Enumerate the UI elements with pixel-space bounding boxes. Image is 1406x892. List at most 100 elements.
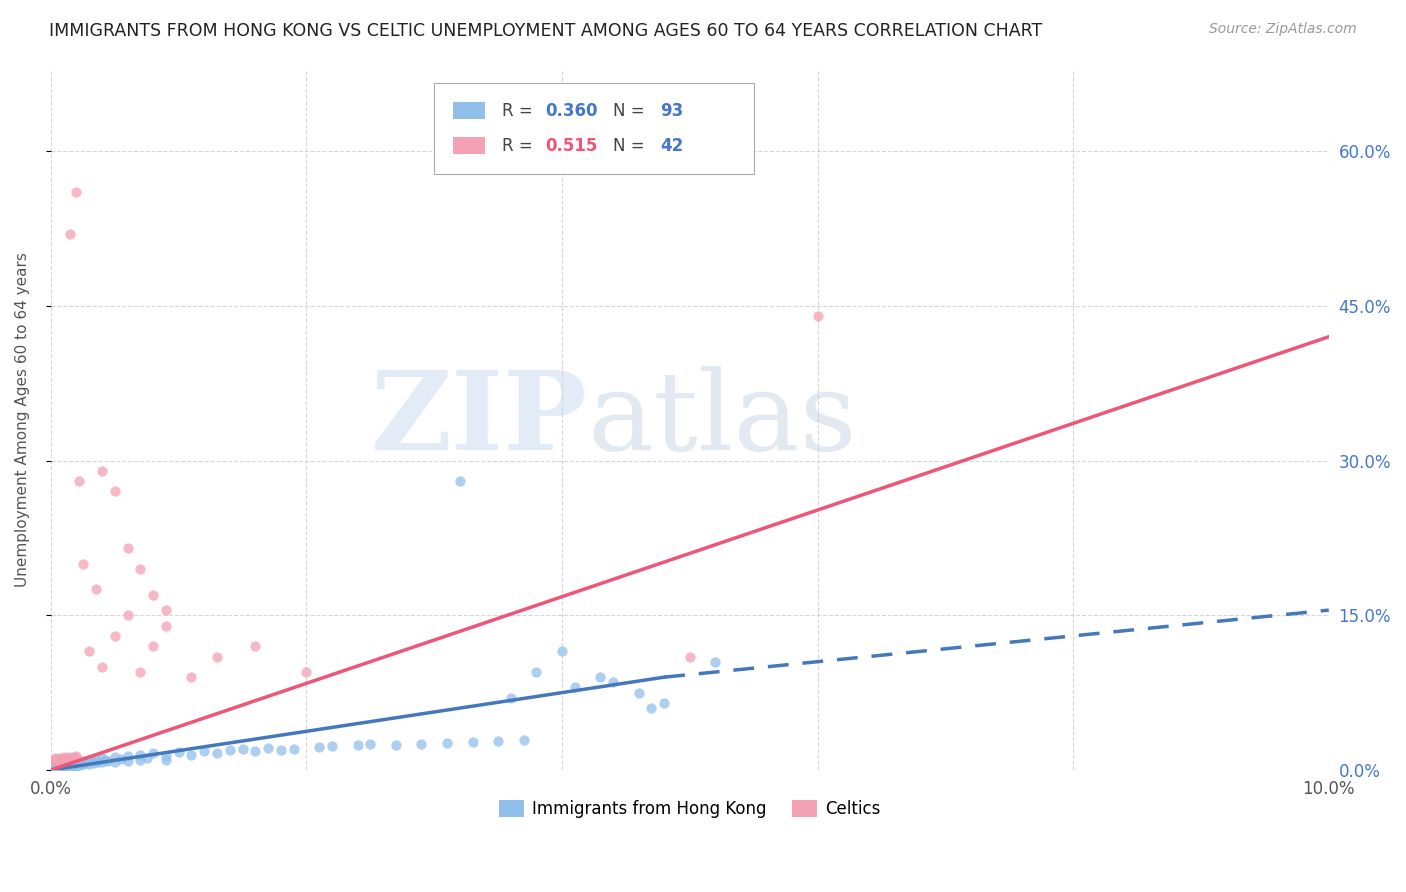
Point (44, 755, 66, 769)
Point (52, 754, 75, 768)
Point (205, 649, 228, 664)
Text: N =: N = (613, 136, 650, 154)
Point (218, 743, 240, 757)
Point (180, 747, 202, 762)
Point (77, 644, 100, 658)
Point (83, 756, 105, 770)
Point (627, 685, 650, 699)
Point (59, 750, 82, 764)
Point (62, 755, 84, 769)
Point (80, 754, 103, 768)
Point (42, 753, 65, 767)
Point (155, 753, 177, 767)
Point (295, 665, 318, 679)
Point (52, 749, 75, 764)
Point (52, 760, 75, 774)
Point (60, 759, 83, 773)
Point (48, 759, 70, 773)
Point (551, 644, 574, 658)
Point (270, 743, 292, 757)
Point (48, 756, 70, 771)
Point (652, 696, 675, 710)
Point (49, 757, 72, 772)
Point (308, 740, 330, 755)
Point (45, 756, 67, 771)
Point (104, 755, 127, 769)
Point (436, 736, 458, 750)
Point (129, 665, 152, 679)
Point (807, 309, 830, 323)
Point (60, 756, 83, 770)
Text: N =: N = (613, 102, 650, 120)
Point (55, 750, 77, 764)
Point (142, 639, 165, 653)
Point (155, 748, 177, 763)
Point (56, 752, 79, 766)
Point (180, 670, 202, 684)
Point (72, 756, 94, 771)
Legend: Immigrants from Hong Kong, Celtics: Immigrants from Hong Kong, Celtics (492, 793, 887, 825)
Text: 0.360: 0.360 (546, 102, 598, 120)
Point (117, 608, 139, 623)
Point (48, 753, 70, 767)
Point (117, 748, 139, 763)
Point (67, 755, 90, 769)
Point (49, 750, 72, 764)
Point (193, 744, 215, 758)
Point (63, 756, 86, 771)
Point (44, 750, 66, 764)
Point (60, 753, 83, 767)
Point (49, 752, 72, 766)
Point (49, 756, 72, 770)
Point (257, 741, 280, 756)
Point (65, 748, 87, 763)
Point (84, 582, 107, 597)
Point (46, 760, 69, 774)
Point (58, 749, 80, 764)
Point (486, 734, 509, 748)
Point (231, 742, 253, 756)
Point (51, 756, 73, 771)
Point (46, 757, 69, 772)
Text: ZIP: ZIP (371, 366, 588, 473)
Point (104, 629, 127, 643)
Point (499, 690, 522, 705)
Point (110, 752, 132, 766)
Point (461, 735, 484, 749)
Point (679, 649, 702, 664)
Point (129, 753, 152, 767)
FancyBboxPatch shape (434, 83, 754, 174)
Point (77, 756, 100, 771)
Point (77, 753, 100, 767)
Point (70, 754, 93, 768)
Point (91, 464, 114, 478)
Point (321, 739, 343, 754)
Point (65, 186, 87, 200)
Point (135, 750, 157, 764)
Point (56, 755, 79, 769)
Point (59, 754, 82, 768)
Point (142, 747, 165, 761)
Point (55, 756, 77, 770)
Point (63, 749, 86, 764)
Point (245, 744, 267, 758)
Point (52, 756, 75, 771)
Point (84, 752, 107, 766)
Point (46, 752, 69, 766)
Point (45, 754, 67, 768)
Point (117, 754, 139, 768)
FancyBboxPatch shape (453, 136, 485, 154)
Point (283, 742, 305, 756)
Point (59, 227, 82, 241)
Point (640, 701, 662, 715)
Point (51, 754, 73, 768)
Point (564, 681, 586, 695)
Point (104, 749, 127, 764)
Point (65, 750, 87, 764)
Point (155, 603, 177, 617)
Text: IMMIGRANTS FROM HONG KONG VS CELTIC UNEMPLOYMENT AMONG AGES 60 TO 64 YEARS CORRE: IMMIGRANTS FROM HONG KONG VS CELTIC UNEM… (49, 22, 1042, 40)
Point (91, 750, 114, 764)
Point (704, 655, 727, 669)
Text: 42: 42 (661, 136, 683, 154)
Point (69, 757, 91, 772)
